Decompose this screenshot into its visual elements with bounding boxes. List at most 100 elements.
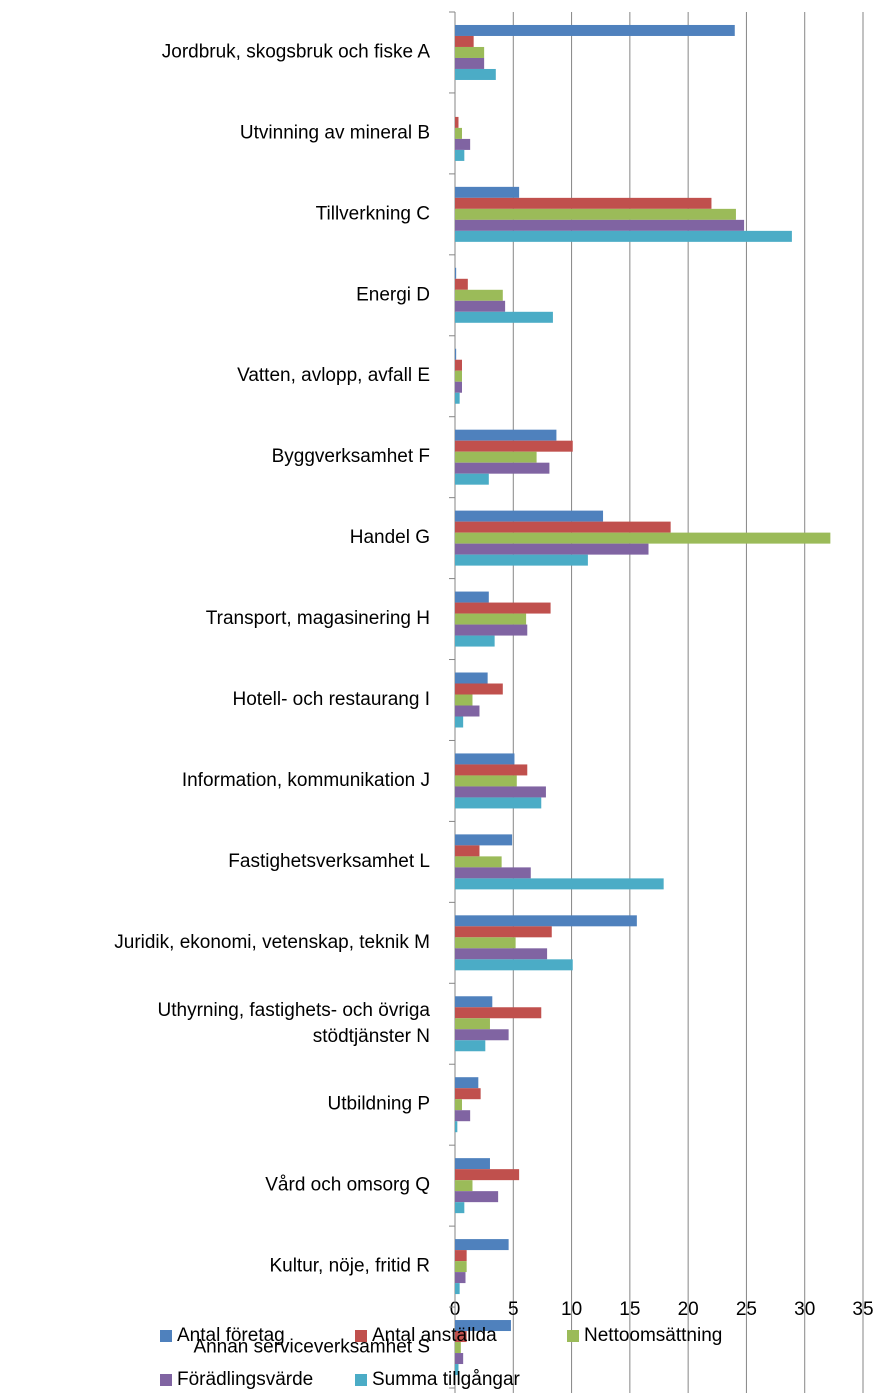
category-label: Information, kommunikation J (182, 770, 430, 791)
bar (455, 230, 792, 242)
bar (455, 775, 517, 787)
bar (455, 996, 493, 1008)
category-label: Transport, magasinering H (206, 608, 430, 629)
bar (455, 867, 531, 879)
bar (455, 716, 464, 728)
legend-label: Antal anställda (372, 1325, 497, 1346)
bar (455, 797, 542, 809)
bar (455, 473, 489, 485)
bar (455, 764, 528, 776)
category-label: Handel G (350, 527, 430, 548)
bar (455, 381, 462, 393)
category-label: Utbildning P (328, 1094, 430, 1115)
bar (455, 1202, 465, 1214)
bar (455, 554, 588, 566)
bar (455, 672, 488, 684)
bar (455, 311, 553, 323)
bar (455, 845, 480, 857)
bar (455, 786, 546, 798)
bar (455, 127, 462, 139)
bar (455, 1158, 490, 1170)
bar (455, 68, 496, 80)
bar (455, 1040, 486, 1052)
bar (455, 878, 664, 890)
bar (455, 267, 457, 279)
category-label: Utvinning av mineral B (240, 122, 430, 143)
bar (455, 510, 604, 522)
bar (455, 116, 459, 128)
bar (455, 138, 471, 150)
category-label: Tillverkning C (316, 203, 430, 224)
x-tick-label: 35 (852, 1299, 873, 1320)
legend-swatch (355, 1330, 367, 1342)
bar (455, 149, 465, 161)
bar (455, 705, 480, 717)
bar (455, 392, 460, 404)
category-label: Kultur, nöje, fritid R (269, 1256, 430, 1277)
bar (455, 624, 528, 636)
bar (455, 635, 495, 647)
bar (455, 186, 520, 198)
bar (455, 1121, 458, 1133)
legend-label: Förädlingsvärde (177, 1369, 313, 1390)
bar (455, 208, 736, 220)
bar (455, 1331, 467, 1343)
bar (455, 753, 515, 765)
category-label: Annan serviceverksamhet S (193, 1337, 430, 1358)
legend-swatch (160, 1374, 172, 1386)
x-tick-label: 5 (508, 1299, 519, 1320)
bar (455, 300, 506, 312)
category-label: Hotell- och restaurang I (233, 689, 431, 710)
bar (455, 1180, 473, 1192)
bar (455, 46, 485, 58)
bar (455, 959, 573, 971)
bar (455, 521, 671, 533)
bar (455, 602, 551, 614)
bar (455, 591, 489, 603)
legend-swatch (567, 1330, 579, 1342)
bar (455, 948, 548, 960)
bar (455, 1272, 466, 1284)
legend-swatch (355, 1374, 367, 1386)
x-tick-label: 30 (794, 1299, 815, 1320)
category-label: Fastighetsverksamhet L (228, 851, 430, 872)
bar (455, 1088, 481, 1100)
x-tick-label: 20 (678, 1299, 699, 1320)
bar (455, 1250, 467, 1262)
bar (455, 24, 735, 36)
bar (455, 926, 552, 938)
bar (455, 359, 462, 371)
bar (455, 1110, 471, 1122)
category-label: Byggverksamhet F (272, 446, 430, 467)
bar (455, 1018, 490, 1030)
bar (455, 1239, 509, 1251)
bar (455, 1364, 459, 1376)
bar (455, 462, 550, 474)
bar (455, 856, 502, 868)
bar (455, 1029, 509, 1041)
bar (455, 348, 457, 360)
category-label: Jordbruk, skogsbruk och fiske A (162, 41, 431, 62)
bar (455, 1261, 467, 1273)
bar (455, 915, 637, 927)
category-label: Vatten, avlopp, avfall E (237, 365, 430, 386)
bar (455, 451, 537, 463)
category-label: Vård och omsorg Q (265, 1175, 430, 1196)
bar (455, 1077, 479, 1089)
bar (455, 937, 516, 949)
bar (455, 683, 503, 695)
bar (455, 197, 712, 209)
category-label: Juridik, ekonomi, vetenskap, teknik M (114, 932, 430, 953)
bar (455, 532, 831, 544)
bar (455, 1007, 542, 1019)
bar (455, 429, 557, 441)
bar (455, 440, 573, 452)
bar (455, 1283, 460, 1295)
bar (455, 694, 473, 706)
x-tick-label: 25 (736, 1299, 757, 1320)
bar (455, 57, 485, 69)
bar (455, 1353, 464, 1365)
bar (455, 1342, 461, 1354)
bar (455, 613, 527, 625)
